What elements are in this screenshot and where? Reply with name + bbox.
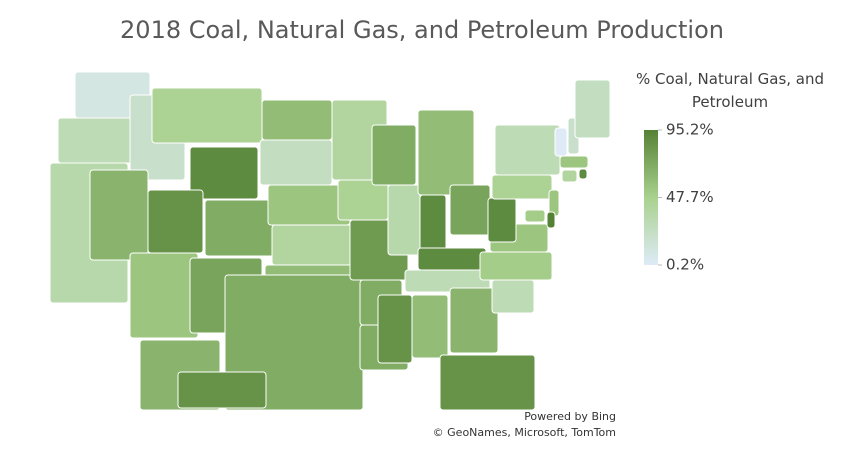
attribution: Powered by Bing [524, 410, 616, 423]
region [204, 199, 278, 257]
region [377, 294, 413, 364]
region [494, 124, 561, 176]
region [177, 371, 267, 409]
region [417, 109, 475, 196]
region [371, 124, 417, 186]
region [439, 354, 536, 411]
region [419, 194, 447, 254]
region [578, 168, 588, 180]
legend-tick-label: 0.2% [666, 256, 704, 274]
region [411, 294, 449, 359]
legend-title: % Coal, Natural Gas, and Petroleum [635, 70, 825, 111]
attribution: © GeoNames, Microsoft, TomTom [433, 426, 616, 439]
region [479, 251, 553, 281]
region [387, 184, 421, 256]
region [337, 179, 389, 221]
legend-tick-label: 47.7% [666, 188, 714, 206]
region [449, 287, 499, 354]
region [574, 79, 611, 139]
legend-tick-label: 95.2% [666, 121, 714, 139]
region [151, 87, 263, 144]
region [404, 269, 491, 293]
region [259, 139, 333, 186]
region [491, 174, 553, 200]
region [491, 279, 535, 314]
region [57, 117, 137, 164]
region [449, 184, 491, 236]
region [147, 189, 204, 254]
region [546, 211, 556, 229]
region [524, 209, 546, 223]
region [487, 197, 517, 243]
region [271, 224, 353, 266]
region [261, 99, 333, 141]
region [561, 169, 578, 183]
region [89, 169, 149, 261]
chart-title: 2018 Coal, Natural Gas, and Petroleum Pr… [120, 16, 724, 44]
legend-scale [644, 130, 658, 265]
region [554, 127, 568, 157]
region [417, 247, 487, 271]
region [129, 252, 199, 339]
region [189, 146, 259, 200]
region [559, 155, 589, 169]
